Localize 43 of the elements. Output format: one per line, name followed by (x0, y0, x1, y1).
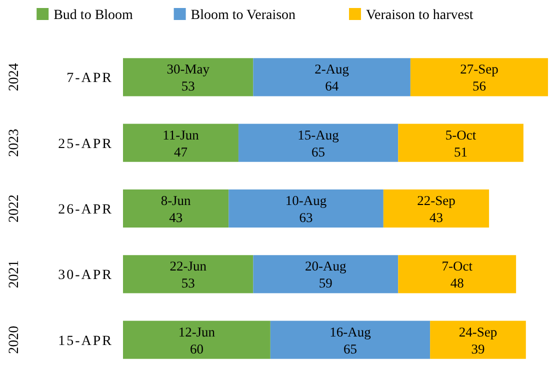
data-label: 20-Aug 59 (305, 258, 347, 291)
bar (383, 189, 490, 228)
bar (123, 320, 270, 359)
y-tick-label: 2024 (7, 63, 22, 92)
bar (228, 189, 384, 228)
bar (430, 320, 526, 359)
text: 7-APR (66, 71, 113, 86)
text: 26-APR (58, 202, 113, 218)
text: 25-APR (58, 136, 113, 152)
data-label: 7-Oct 48 (442, 258, 473, 291)
text: 15-APR (58, 334, 113, 349)
bar (123, 255, 254, 294)
data-label: 22-Sep 43 (417, 193, 456, 225)
bar (398, 124, 524, 162)
bar (253, 255, 398, 294)
bar (123, 124, 238, 162)
bar (398, 255, 516, 294)
bar (410, 58, 548, 96)
legend-label: Bloom to Veraison (190, 8, 296, 23)
text: 30-APR (58, 268, 113, 284)
data-label: 16-Aug 65 (330, 324, 372, 356)
bar (253, 58, 410, 96)
bar (270, 320, 430, 359)
data-label: 30-May 53 (166, 62, 210, 94)
data-label: 2-Aug 64 (314, 62, 350, 94)
y-tick-label: 2020 (7, 326, 22, 354)
y-tick-label: 2022 (7, 194, 22, 222)
y-tick-label: 2021 (7, 260, 22, 288)
data-label: 8-Jun 43 (160, 193, 192, 225)
data-label: 5-Oct 51 (445, 127, 476, 160)
legend-label: Veraison to harvest (366, 8, 474, 23)
data-label: 24-Sep 39 (458, 324, 498, 356)
data-label: 15-Aug 65 (298, 127, 340, 160)
data-label: 10-Aug 63 (285, 193, 327, 225)
data-label: 12-Jun 60 (178, 324, 216, 356)
data-label: 22-Jun 53 (170, 258, 207, 291)
data-label: 27-Sep 56 (460, 62, 499, 94)
bar (238, 124, 398, 162)
data-label: 11-Jun 47 (162, 127, 200, 160)
legend-label: Bud to Bloom (54, 8, 134, 23)
bar (123, 58, 254, 96)
y-tick-label: 2023 (7, 128, 22, 157)
bar (123, 189, 229, 228)
